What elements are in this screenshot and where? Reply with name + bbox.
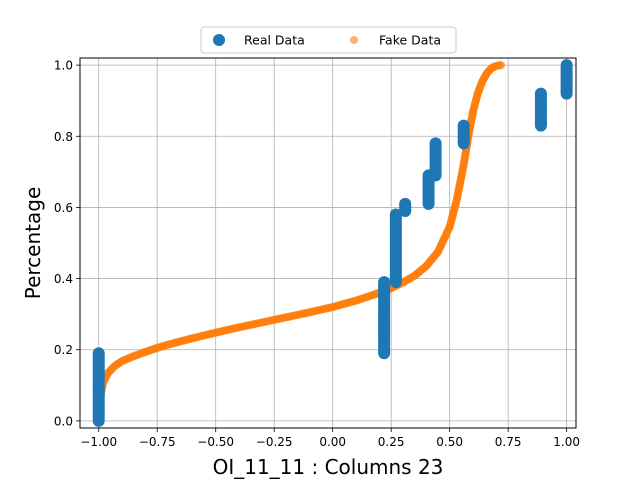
x-tick-label: 1.00 [553, 435, 580, 449]
y-tick-label: 0.4 [54, 272, 73, 286]
x-tick-label: −0.75 [139, 435, 176, 449]
x-tick-label: −0.50 [197, 435, 234, 449]
y-axis-ticks: 0.0 0.2 0.4 0.6 0.8 1.0 [54, 59, 80, 428]
real-data-point [399, 197, 412, 210]
fake-data-series [94, 61, 506, 425]
plot-frame [79, 57, 577, 429]
real-data-point [378, 276, 391, 289]
y-tick-label: 0.2 [54, 343, 73, 357]
plot-area [80, 58, 576, 428]
x-tick-label: −0.25 [256, 435, 293, 449]
legend-real-data-marker [213, 34, 225, 46]
legend-real-data-label: Real Data [244, 33, 305, 48]
x-axis-label: OI_11_11 : Columns 23 [213, 455, 444, 479]
x-tick-label: 0.50 [436, 435, 463, 449]
y-tick-label: 1.0 [54, 59, 73, 73]
real-data-point [429, 137, 442, 150]
real-data-series [92, 59, 573, 427]
x-tick-label: 0.00 [319, 435, 346, 449]
y-tick-label: 0.6 [54, 201, 73, 215]
real-data-point [534, 87, 547, 100]
x-tick-label: 0.75 [495, 435, 522, 449]
y-tick-label: 0.8 [54, 130, 73, 144]
real-data-point [457, 119, 470, 132]
y-axis-label: Percentage [21, 187, 45, 300]
x-tick-label: −1.00 [80, 435, 117, 449]
legend-fake-data-marker [350, 36, 358, 44]
fake-data-point [497, 61, 506, 70]
x-axis-ticks: −1.00 −0.75 −0.50 −0.25 0.00 0.25 0.50 0.75 1.00 [80, 428, 580, 449]
y-tick-label: 0.0 [54, 414, 73, 428]
real-data-point [560, 59, 573, 72]
legend: Real Data Fake Data [200, 26, 457, 54]
legend-fake-data-label: Fake Data [379, 33, 441, 48]
real-data-point [92, 347, 105, 360]
legend-box [200, 26, 457, 54]
real-data-point [389, 208, 402, 221]
x-tick-label: 0.25 [378, 435, 405, 449]
